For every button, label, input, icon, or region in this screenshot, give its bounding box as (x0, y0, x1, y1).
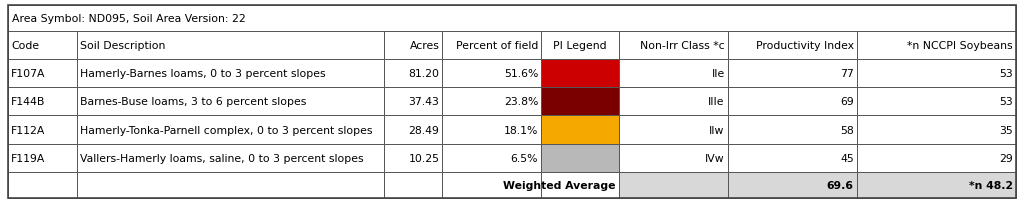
Bar (442, 60, 542, 88)
Text: IIw: IIw (710, 125, 725, 135)
Bar (728, 172, 857, 198)
Bar (618, 32, 728, 60)
Text: Weighted Average: Weighted Average (504, 180, 615, 190)
Text: 53: 53 (999, 69, 1013, 79)
Bar (384, 88, 442, 116)
Text: 29: 29 (999, 153, 1013, 163)
Bar (77, 116, 384, 144)
Text: F144B: F144B (11, 97, 45, 107)
Bar (442, 116, 542, 144)
Bar (542, 144, 618, 172)
Bar (542, 172, 618, 198)
Bar (728, 60, 857, 88)
Bar (384, 32, 442, 60)
Bar (618, 144, 728, 172)
Bar (8, 88, 77, 116)
Bar (618, 172, 728, 198)
Bar (77, 60, 384, 88)
Bar (8, 116, 77, 144)
Bar (8, 172, 77, 198)
Text: 23.8%: 23.8% (504, 97, 539, 107)
Text: 10.25: 10.25 (409, 153, 439, 163)
Bar (8, 6, 1016, 32)
Text: Hamerly-Tonka-Parnell complex, 0 to 3 percent slopes: Hamerly-Tonka-Parnell complex, 0 to 3 pe… (80, 125, 372, 135)
Bar (384, 172, 442, 198)
Bar (728, 88, 857, 116)
Text: F107A: F107A (11, 69, 45, 79)
Text: IVw: IVw (706, 153, 725, 163)
Bar (8, 32, 77, 60)
Text: 45: 45 (840, 153, 854, 163)
Bar (8, 144, 77, 172)
Text: 69.6: 69.6 (826, 180, 854, 190)
Text: 28.49: 28.49 (409, 125, 439, 135)
Text: 51.6%: 51.6% (504, 69, 539, 79)
Text: F112A: F112A (11, 125, 45, 135)
Text: 37.43: 37.43 (409, 97, 439, 107)
Text: Code: Code (11, 41, 39, 51)
Text: Hamerly-Barnes loams, 0 to 3 percent slopes: Hamerly-Barnes loams, 0 to 3 percent slo… (80, 69, 326, 79)
Bar (77, 88, 384, 116)
Text: *n 48.2: *n 48.2 (969, 180, 1013, 190)
Bar (8, 60, 77, 88)
Text: 35: 35 (999, 125, 1013, 135)
Bar (442, 144, 542, 172)
Text: *n NCCPI Soybeans: *n NCCPI Soybeans (907, 41, 1013, 51)
Bar (618, 60, 728, 88)
Bar (857, 60, 1016, 88)
Bar (384, 116, 442, 144)
Text: Productivity Index: Productivity Index (756, 41, 854, 51)
Bar (442, 32, 542, 60)
Bar (384, 144, 442, 172)
Text: 69: 69 (840, 97, 854, 107)
Text: Percent of field: Percent of field (456, 41, 539, 51)
Bar (77, 32, 384, 60)
Text: 53: 53 (999, 97, 1013, 107)
Bar (728, 116, 857, 144)
Bar (542, 88, 618, 116)
Bar (542, 32, 618, 60)
Bar (618, 116, 728, 144)
Bar (857, 88, 1016, 116)
Text: 18.1%: 18.1% (504, 125, 539, 135)
Bar (618, 88, 728, 116)
Bar (857, 172, 1016, 198)
Bar (728, 32, 857, 60)
Text: Soil Description: Soil Description (80, 41, 165, 51)
Bar (542, 116, 618, 144)
Text: Non-Irr Class *c: Non-Irr Class *c (640, 41, 725, 51)
Text: 81.20: 81.20 (409, 69, 439, 79)
Bar (77, 172, 384, 198)
Text: 58: 58 (840, 125, 854, 135)
Text: Barnes-Buse loams, 3 to 6 percent slopes: Barnes-Buse loams, 3 to 6 percent slopes (80, 97, 306, 107)
Bar (442, 88, 542, 116)
Bar (77, 144, 384, 172)
Text: 77: 77 (840, 69, 854, 79)
Bar (857, 144, 1016, 172)
Text: PI Legend: PI Legend (553, 41, 607, 51)
Text: Area Symbol: ND095, Soil Area Version: 22: Area Symbol: ND095, Soil Area Version: 2… (12, 14, 246, 24)
Bar (542, 60, 618, 88)
Bar (857, 116, 1016, 144)
Bar (384, 60, 442, 88)
Text: 6.5%: 6.5% (511, 153, 539, 163)
Bar (728, 144, 857, 172)
Text: IIIe: IIIe (709, 97, 725, 107)
Bar (857, 32, 1016, 60)
Text: Vallers-Hamerly loams, saline, 0 to 3 percent slopes: Vallers-Hamerly loams, saline, 0 to 3 pe… (80, 153, 364, 163)
Text: F119A: F119A (11, 153, 45, 163)
Text: IIe: IIe (712, 69, 725, 79)
Bar (442, 172, 542, 198)
Text: Acres: Acres (410, 41, 439, 51)
